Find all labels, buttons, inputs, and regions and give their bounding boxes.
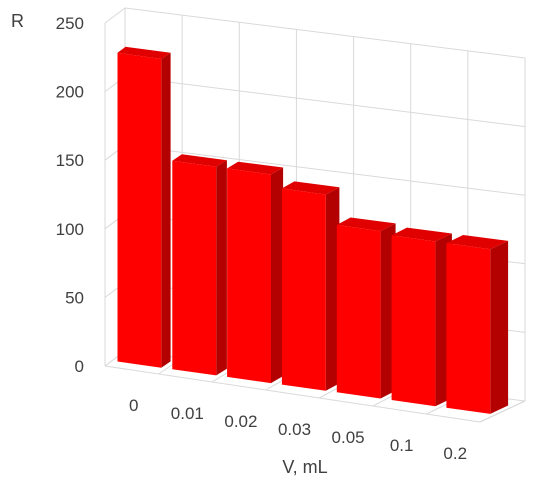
bar-side xyxy=(161,52,171,368)
bar xyxy=(281,181,340,391)
gridline xyxy=(479,400,526,423)
bar-side xyxy=(216,160,227,376)
y-tick-label: 100 xyxy=(56,220,84,239)
bar-top xyxy=(227,161,284,175)
x-axis-label: V, mL xyxy=(282,457,327,477)
bar xyxy=(391,227,452,407)
bar xyxy=(117,46,171,368)
gridline xyxy=(104,7,526,59)
bar xyxy=(336,217,396,399)
bar-front xyxy=(281,188,326,391)
bar-top xyxy=(391,227,452,242)
x-tick-label: 0.1 xyxy=(390,436,414,455)
bar-side xyxy=(490,240,509,414)
y-tick-label: 200 xyxy=(56,83,84,102)
bar xyxy=(172,154,227,376)
y-tick-label: 0 xyxy=(75,357,84,376)
bar-front xyxy=(391,235,436,407)
y-axis-ticks: 0 50 100 150 200 250 xyxy=(56,14,84,376)
bar-front xyxy=(227,168,271,384)
bar xyxy=(446,235,509,414)
x-tick-label: 0.02 xyxy=(224,412,257,431)
bar-side xyxy=(271,167,284,384)
x-tick-label: 0.2 xyxy=(443,444,467,463)
bar-top xyxy=(446,235,509,250)
x-tick-label: 0.03 xyxy=(278,420,311,439)
gridline xyxy=(104,365,481,423)
bar-top xyxy=(336,217,396,232)
y-tick-label: 50 xyxy=(65,288,84,307)
chart-bars xyxy=(117,46,509,414)
bar-top xyxy=(117,46,171,59)
x-tick-label: 0 xyxy=(129,396,138,415)
bar xyxy=(227,161,284,384)
bar-front xyxy=(172,160,217,376)
bar-front xyxy=(117,52,162,368)
bar-top xyxy=(172,154,227,167)
bar-front xyxy=(336,224,381,399)
bar-side xyxy=(325,187,340,391)
y-tick-label: 150 xyxy=(56,151,84,170)
x-axis-ticks: 0 0.01 0.02 0.03 0.05 0.1 0.2 xyxy=(129,396,467,463)
x-tick-label: 0.01 xyxy=(171,404,204,423)
y-tick-label: 250 xyxy=(56,14,84,33)
y-axis-label: R xyxy=(11,11,24,31)
x-tick-label: 0.05 xyxy=(332,428,365,447)
bar-front xyxy=(446,243,491,414)
bar-top xyxy=(281,181,340,195)
